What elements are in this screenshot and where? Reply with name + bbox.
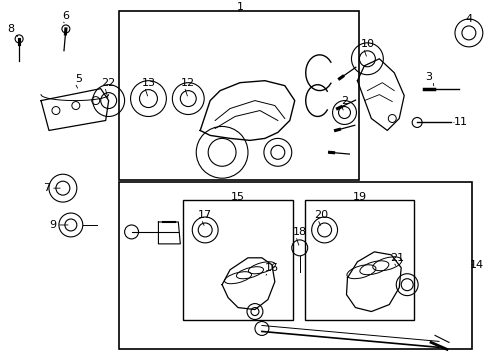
Text: 13: 13 bbox=[141, 78, 155, 88]
Text: 8: 8 bbox=[8, 24, 15, 34]
Text: 5: 5 bbox=[75, 74, 82, 84]
Text: 21: 21 bbox=[389, 253, 404, 263]
Text: 15: 15 bbox=[230, 192, 244, 202]
Text: 22: 22 bbox=[102, 78, 116, 88]
Text: 7: 7 bbox=[43, 183, 50, 193]
Text: 14: 14 bbox=[469, 260, 483, 270]
Bar bbox=[304, 200, 413, 320]
Text: 10: 10 bbox=[360, 39, 374, 49]
Text: 17: 17 bbox=[198, 210, 212, 220]
Text: 9: 9 bbox=[49, 220, 57, 230]
Text: 1: 1 bbox=[236, 2, 243, 12]
Text: 6: 6 bbox=[62, 11, 69, 21]
Text: 16: 16 bbox=[264, 263, 278, 273]
Text: 11: 11 bbox=[453, 117, 467, 127]
Bar bbox=[183, 200, 292, 320]
Text: 3: 3 bbox=[425, 72, 432, 82]
Bar bbox=[119, 11, 359, 180]
Text: 12: 12 bbox=[181, 78, 195, 88]
Text: 2: 2 bbox=[340, 96, 347, 105]
Text: 20: 20 bbox=[314, 210, 328, 220]
Text: 4: 4 bbox=[465, 14, 471, 24]
Text: 19: 19 bbox=[352, 192, 366, 202]
Text: 18: 18 bbox=[292, 227, 306, 237]
Bar bbox=[119, 182, 471, 349]
